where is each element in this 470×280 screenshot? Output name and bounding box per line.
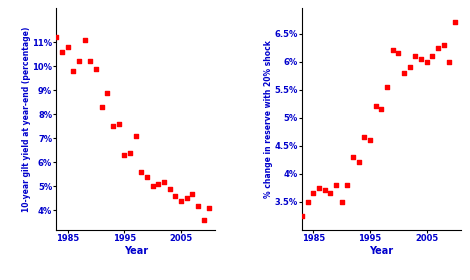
- Point: [188, 191, 196, 196]
- Point: [383, 85, 391, 89]
- X-axis label: Year: Year: [124, 246, 148, 256]
- Point: [429, 54, 436, 58]
- Point: [321, 188, 329, 193]
- Point: [58, 50, 66, 54]
- Point: [92, 66, 100, 71]
- Point: [412, 54, 419, 58]
- Point: [377, 107, 385, 111]
- Point: [349, 155, 357, 159]
- Point: [138, 170, 145, 174]
- Point: [126, 150, 134, 155]
- Point: [360, 135, 368, 139]
- Point: [344, 183, 351, 187]
- Point: [47, 21, 55, 25]
- Y-axis label: 10-year gilt yield at year-end (percentage): 10-year gilt yield at year-end (percenta…: [22, 26, 31, 212]
- Point: [64, 45, 71, 49]
- Point: [86, 59, 94, 64]
- Point: [332, 183, 340, 187]
- Point: [366, 138, 374, 142]
- Point: [451, 20, 459, 25]
- Point: [155, 182, 162, 186]
- Y-axis label: % change in reserve with 20% shock: % change in reserve with 20% shock: [264, 40, 273, 198]
- Point: [115, 122, 122, 126]
- Point: [143, 174, 151, 179]
- Point: [166, 186, 173, 191]
- Point: [372, 104, 379, 109]
- Point: [440, 43, 447, 47]
- X-axis label: Year: Year: [369, 246, 393, 256]
- Point: [304, 199, 312, 204]
- Point: [417, 57, 425, 61]
- Point: [298, 213, 306, 218]
- Point: [53, 35, 60, 39]
- Point: [75, 59, 83, 64]
- Point: [121, 153, 128, 157]
- Point: [338, 199, 345, 204]
- Point: [109, 124, 117, 129]
- Point: [423, 59, 431, 64]
- Point: [446, 59, 453, 64]
- Point: [205, 206, 213, 210]
- Point: [434, 45, 442, 50]
- Point: [149, 184, 157, 188]
- Point: [132, 134, 140, 138]
- Point: [200, 218, 207, 222]
- Point: [400, 71, 408, 75]
- Point: [194, 203, 202, 208]
- Point: [389, 48, 396, 53]
- Point: [406, 65, 414, 69]
- Point: [81, 38, 88, 42]
- Point: [177, 199, 185, 203]
- Point: [327, 191, 334, 195]
- Point: [98, 105, 105, 109]
- Point: [183, 196, 190, 200]
- Point: [315, 185, 323, 190]
- Point: [310, 191, 317, 195]
- Point: [172, 194, 179, 198]
- Point: [160, 179, 168, 184]
- Point: [355, 160, 362, 165]
- Point: [70, 69, 77, 73]
- Point: [103, 90, 111, 95]
- Point: [395, 51, 402, 55]
